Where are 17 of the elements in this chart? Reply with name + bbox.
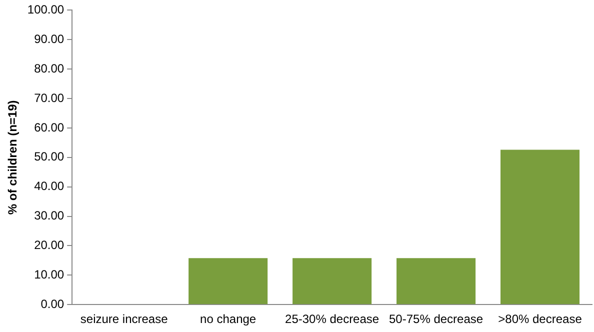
y-tick-label: 40.00 [34,179,64,194]
x-tick-label: 50-75% decrease [389,312,484,326]
y-tick-label: 60.00 [34,120,64,134]
y-axis-title: % of children (n=19) [6,100,20,215]
y-tick-label: 100.00 [27,2,64,17]
y-tick-label: 80.00 [34,61,64,76]
y-tick-label: 10.00 [34,267,64,282]
x-tick-label: >80% decrease [498,312,582,326]
x-tick-label: no change [200,312,256,326]
y-tick-label: 0.00 [40,296,64,311]
y-tick-label: 30.00 [34,208,64,223]
y-tick-label: 70.00 [34,90,64,105]
y-tick-label: 20.00 [34,238,64,252]
y-tick-label: 90.00 [34,32,64,46]
x-tick-label: seizure increase [80,312,168,326]
x-tick-label: 25-30% decrease [285,312,380,326]
y-tick-label: 50.00 [34,150,64,164]
